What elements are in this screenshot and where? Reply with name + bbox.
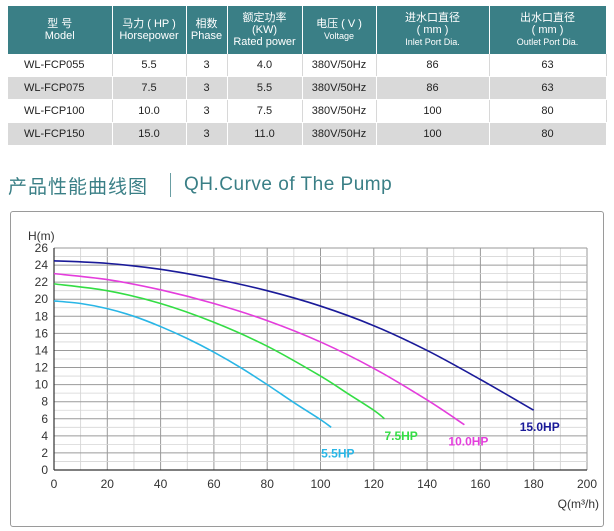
curve-section-title: 产品性能曲线图 QH.Curve of The Pump — [8, 171, 392, 199]
x-tick-label: 40 — [154, 477, 168, 491]
y-tick-label: 12 — [35, 361, 49, 375]
cell-voltage: 380V/50Hz — [302, 122, 377, 146]
cell-rated-power: 11.0 — [227, 122, 303, 146]
y-tick-label: 20 — [35, 292, 49, 306]
x-tick-label: 140 — [417, 477, 437, 491]
series-label: 7.5HP — [384, 429, 417, 443]
cell-outlet-dia: 80 — [489, 122, 607, 146]
table-header-row: 型 号 Model 马力 ( HP ) Horsepower 相数 Phase 额定功… — [8, 6, 607, 54]
y-axis-label: H(m) — [28, 229, 55, 243]
cell-phase: 3 — [186, 54, 228, 77]
cell-model: WL-FCP055 — [8, 54, 113, 77]
cell-inlet-dia: 100 — [376, 122, 490, 146]
curve-title-en: QH.Curve of The Pump — [184, 174, 393, 195]
series-line-10-0hp — [53, 272, 465, 426]
cell-rated-power: 7.5 — [227, 99, 303, 123]
y-tick-label: 26 — [35, 241, 49, 255]
title-divider — [170, 173, 172, 197]
x-tick-label: 180 — [524, 477, 544, 491]
table-row: WL-FCP055 5.5 3 4.0 380V/50Hz 86 63 — [8, 54, 607, 77]
series-line-5-5hp — [53, 300, 332, 428]
cell-inlet-dia: 86 — [376, 76, 490, 100]
cell-horsepower: 5.5 — [112, 54, 187, 77]
cell-rated-power: 5.5 — [227, 76, 303, 100]
cell-model: WL-FCP150 — [8, 122, 113, 146]
header-model: 型 号 Model — [8, 6, 113, 54]
y-tick-label: 24 — [35, 258, 49, 272]
x-tick-label: 160 — [470, 477, 490, 491]
header-rated-power: 额定功率 (KW) Rated power — [227, 6, 303, 54]
y-tick-label: 22 — [35, 275, 49, 289]
cell-model: WL-FCP100 — [8, 99, 113, 123]
y-tick-label: 6 — [41, 412, 48, 426]
y-tick-label: 0 — [41, 463, 48, 477]
cell-horsepower: 15.0 — [112, 122, 187, 146]
y-tick-label: 2 — [41, 446, 48, 460]
cell-outlet-dia: 80 — [489, 99, 607, 123]
cell-rated-power: 4.0 — [227, 54, 303, 77]
x-tick-label: 100 — [310, 477, 330, 491]
table-row: WL-FCP075 7.5 3 5.5 380V/50Hz 86 63 — [8, 76, 607, 100]
x-tick-label: 120 — [364, 477, 384, 491]
series-line-15-0hp — [53, 260, 535, 411]
y-tick-label: 4 — [41, 429, 48, 443]
y-tick-label: 14 — [35, 343, 49, 357]
table-row: WL-FCP100 10.0 3 7.5 380V/50Hz 100 80 — [8, 99, 607, 123]
cell-voltage: 380V/50Hz — [302, 54, 377, 77]
cell-phase: 3 — [186, 122, 228, 146]
chart-frame: 0 2 4 6 8 10 12 14 16 18 20 22 24 26 0 20 40 60 80 100 120 14… — [10, 211, 604, 527]
cell-model: WL-FCP075 — [8, 76, 113, 100]
series-line-7-5hp — [53, 283, 385, 420]
curve-title-cn: 产品性能曲线图 — [8, 176, 149, 198]
cell-phase: 3 — [186, 99, 228, 123]
series-label: 10.0HP — [448, 435, 488, 449]
x-tick-label: 0 — [51, 477, 58, 491]
cell-horsepower: 7.5 — [112, 76, 187, 100]
x-tick-label: 60 — [207, 477, 221, 491]
cell-inlet-dia: 100 — [376, 99, 490, 123]
y-tick-label: 18 — [35, 309, 49, 323]
table-row: WL-FCP150 15.0 3 11.0 380V/50Hz 100 80 — [8, 122, 607, 146]
cell-inlet-dia: 86 — [376, 54, 490, 77]
series-label: 15.0HP — [520, 420, 560, 434]
x-axis-label: Q(m³/h) — [558, 497, 599, 511]
cell-horsepower: 10.0 — [112, 99, 187, 123]
cell-voltage: 380V/50Hz — [302, 76, 377, 100]
header-horsepower: 马力 ( HP ) Horsepower — [112, 6, 187, 54]
series-label: 5.5HP — [321, 446, 354, 460]
x-tick-label: 20 — [101, 477, 115, 491]
cell-phase: 3 — [186, 76, 228, 100]
header-phase: 相数 Phase — [186, 6, 228, 54]
header-inlet-dia: 进水口直径( mm ) Inlet Port Dia. — [376, 6, 490, 54]
header-outlet-dia: 出水口直径( mm ) Outlet Port Dia. — [489, 6, 607, 54]
header-voltage: 电压 ( V ) Voltage — [302, 6, 377, 54]
x-tick-label: 200 — [577, 477, 597, 491]
cell-outlet-dia: 63 — [489, 54, 607, 77]
y-tick-label: 8 — [41, 395, 48, 409]
y-tick-label: 16 — [35, 326, 49, 340]
y-tick-label: 10 — [35, 378, 49, 392]
cell-voltage: 380V/50Hz — [302, 99, 377, 123]
x-tick-label: 80 — [261, 477, 275, 491]
cell-outlet-dia: 63 — [489, 76, 607, 100]
spec-table: 型 号 Model 马力 ( HP ) Horsepower 相数 Phase 额定功… — [8, 6, 607, 146]
